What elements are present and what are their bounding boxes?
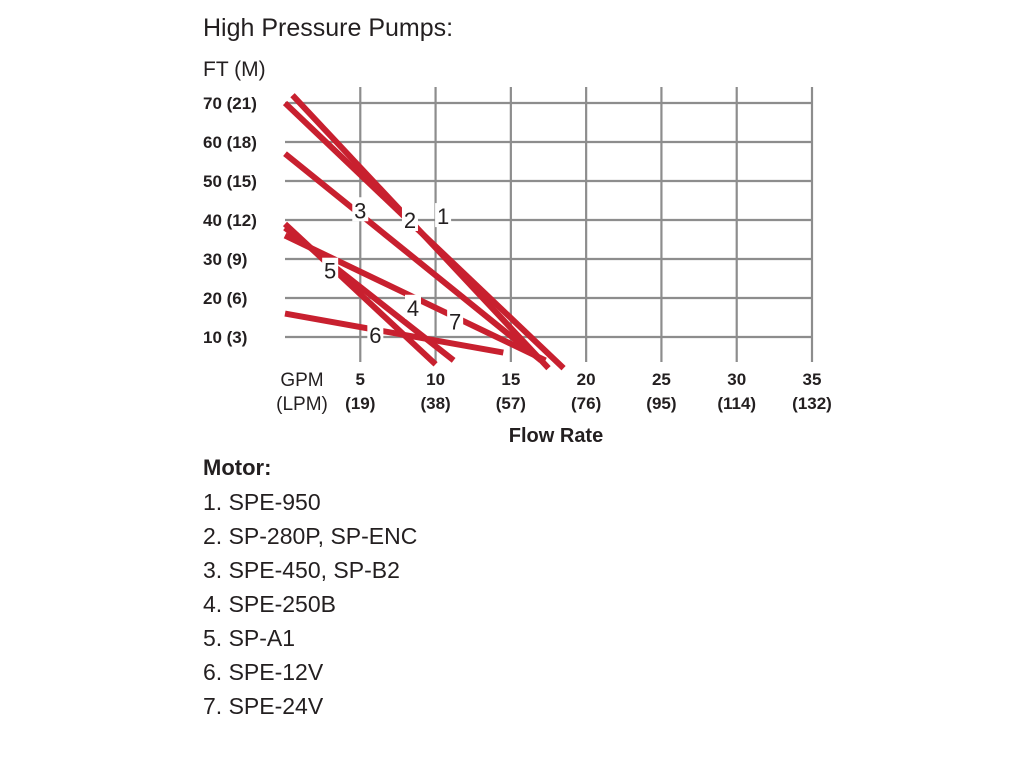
curve-3 (283, 151, 543, 363)
x-axis-unit-lpm: (LPM) (276, 394, 328, 415)
curve-label-3: 3 (354, 198, 366, 223)
x-tick-label: 25 (652, 370, 671, 389)
curve-label-6: 6 (369, 323, 381, 348)
legend-list: 1. SPE-950 2. SP-280P, SP-ENC 3. SPE-450, … (203, 485, 417, 723)
x-tick-sublabel: (19) (345, 394, 375, 413)
y-tick-label: 60 (18) (203, 133, 257, 152)
y-tick-label: 50 (15) (203, 172, 257, 191)
y-tick-label: 70 (21) (203, 94, 257, 113)
x-tick-label: 10 (426, 370, 445, 389)
curve-label-4: 4 (407, 296, 419, 321)
x-tick-label: 15 (501, 370, 520, 389)
legend-item: 7. SPE-24V (203, 693, 324, 719)
legend-item: 2. SP-280P, SP-ENC (203, 523, 418, 549)
legend-item: 3. SPE-450, SP-B2 (203, 557, 400, 583)
curve-label-bg (352, 197, 369, 222)
x-tick-sublabel: (76) (571, 394, 601, 413)
curve-label-bg (404, 294, 421, 319)
x-tick-sublabel: (38) (420, 394, 450, 413)
grid (285, 87, 814, 362)
x-tick-sublabel: (114) (717, 394, 756, 413)
x-tick-sublabel: (132) (792, 394, 832, 413)
legend-item: 5. SP-A1 (203, 625, 296, 651)
x-axis-unit-gpm: GPM (280, 370, 323, 391)
curves (282, 93, 566, 371)
motor-legend: Motor: 1. SPE-950 2. SP-280P, SP-ENC 3. SP… (203, 455, 417, 723)
curve-2 (282, 100, 566, 371)
y-axis-title: FT (M) (203, 58, 266, 81)
curve-label-bg (401, 207, 418, 231)
x-tick-label: 30 (727, 370, 746, 389)
curve-label-bg (435, 203, 452, 228)
legend-item: 1. SPE-950 (203, 489, 321, 515)
y-tick-label: 40 (12) (203, 211, 257, 230)
x-axis-title: Flow Rate (509, 425, 603, 447)
curve-label-2: 2 (404, 208, 416, 233)
legend-item: 4. SPE-250B (203, 591, 336, 617)
legend-item: 6. SPE-12V (203, 659, 324, 685)
curve-6 (284, 310, 504, 356)
x-tick-label: 20 (577, 370, 596, 389)
y-tick-label: 10 (3) (203, 328, 247, 347)
y-tick-label: 20 (6) (203, 289, 247, 308)
x-axis: GPM (LPM) Flow Rate 5 (19) 10 (38) 15 (57) 20 (… (276, 370, 832, 447)
pump-curve-chart: 12 3 4 5 6 7 FT (M) 10 (3) 20 (6) 30 (9) 40 (12)… (203, 58, 832, 447)
x-tick-sublabel: (95) (646, 394, 676, 413)
chart-title: High Pressure Pumps: (203, 14, 454, 42)
curve-label-1: 1 (437, 204, 449, 229)
curve-label-7: 7 (449, 309, 461, 334)
curve-labels: 12 3 4 5 6 7 (322, 197, 464, 348)
curve-label-5: 5 (324, 259, 336, 284)
y-tick-label: 30 (9) (203, 250, 247, 269)
curve-label-bg (367, 322, 384, 347)
curve-label-bg (447, 308, 464, 333)
x-tick-label: 35 (803, 370, 822, 389)
x-tick-label: 5 (356, 370, 365, 389)
y-axis: FT (M) 10 (3) 20 (6) 30 (9) 40 (12) 50 (15) 6… (203, 58, 266, 347)
curve-label-bg (322, 257, 339, 282)
legend-title: Motor: (203, 455, 272, 480)
x-tick-sublabel: (57) (496, 394, 526, 413)
